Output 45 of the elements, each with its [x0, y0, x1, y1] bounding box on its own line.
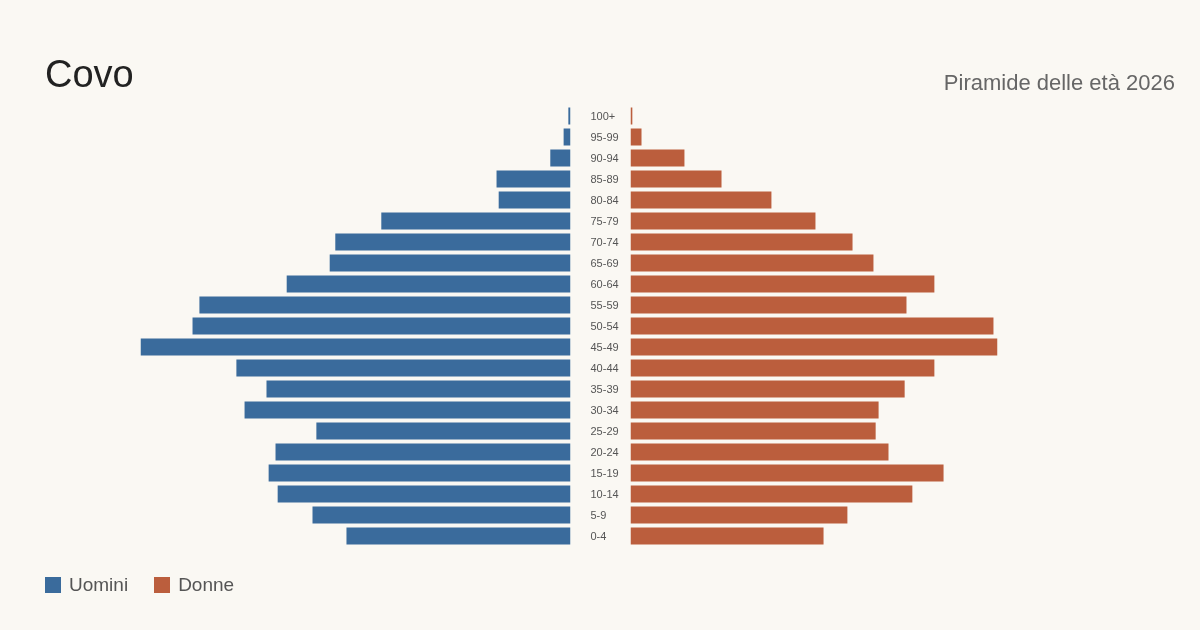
text: Piramide delle età 2026	[942, 69, 1175, 97]
bar	[630, 359, 935, 377]
y-tick-label: 20-24	[590, 446, 619, 458]
bar	[630, 485, 913, 503]
bar	[630, 233, 853, 251]
y-tick-label: 70-74	[590, 236, 619, 248]
chart-title: Covo	[45, 52, 134, 97]
bar	[630, 254, 874, 272]
y-tick-label: 25-29	[590, 425, 619, 437]
y-tick-label: 0-4	[590, 530, 607, 542]
y-tick-label: 15-19	[590, 467, 619, 479]
y-tick-label: 90-94	[590, 152, 619, 164]
y-tick-label: 65-69	[590, 257, 619, 269]
bar	[630, 212, 816, 230]
bar	[630, 191, 772, 209]
bar	[630, 149, 685, 167]
y-tick-label: 45-49	[590, 341, 619, 353]
bar	[630, 380, 905, 398]
bar	[630, 338, 998, 356]
bar	[630, 401, 879, 419]
bar	[630, 170, 722, 188]
bar	[630, 128, 642, 146]
legend-label: Donne	[178, 574, 235, 596]
y-tick-label: 60-64	[590, 278, 619, 290]
y-tick-label: 35-39	[590, 383, 619, 395]
y-tick-label: 30-34	[590, 404, 619, 416]
y-tick-label: 10-14	[590, 488, 619, 500]
bar	[630, 275, 935, 293]
bar	[630, 527, 824, 545]
bar	[630, 506, 848, 524]
y-tick-label: 50-54	[590, 320, 619, 332]
y-tick-label: 85-89	[590, 173, 619, 185]
y-tick-label: 5-9	[590, 509, 607, 521]
y-tick-label: 75-79	[590, 215, 619, 227]
y-tick-label: 95-99	[590, 131, 619, 143]
legend-label: Uomini	[69, 574, 129, 596]
y-tick-label: 80-84	[590, 194, 619, 206]
bar	[630, 422, 876, 440]
bar	[630, 443, 889, 461]
y-tick-label: 55-59	[590, 299, 619, 311]
bar	[630, 317, 994, 335]
y-tick-label: 40-44	[590, 362, 619, 374]
bar	[630, 464, 944, 482]
y-tick-label: 100+	[590, 110, 616, 122]
bar	[630, 296, 907, 314]
